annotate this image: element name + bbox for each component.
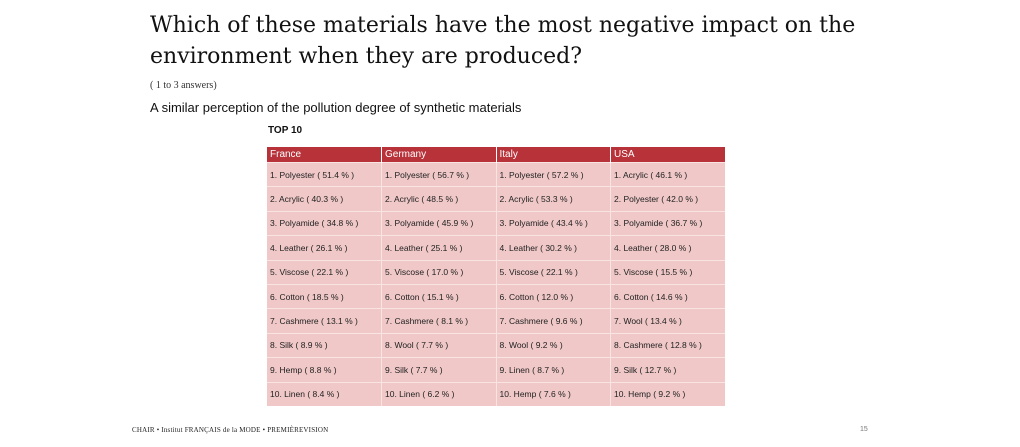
column-header-italy: Italy [495, 147, 611, 163]
table-cell: 5. Viscose ( 22.1 % ) [495, 259, 611, 285]
table-cell: 10. Linen ( 6.2 % ) [381, 381, 496, 406]
footer-credits: CHAIR • Institut FRANÇAIS de la MODE • P… [132, 426, 329, 434]
table-cell: 6. Cotton ( 15.1 % ) [381, 283, 496, 309]
slide-title: Which of these materials have the most n… [150, 13, 856, 69]
table-cell: 1. Polyester ( 56.7 % ) [381, 161, 496, 187]
table-cell: 1. Polyester ( 57.2 % ) [495, 161, 611, 187]
table-row: 3. Polyamide ( 34.8 % ) 3. Polyamide ( 45… [267, 210, 725, 236]
table-cell: 5. Viscose ( 17.0 % ) [381, 259, 496, 285]
column-header-france: France [267, 147, 382, 163]
table-cell: 4. Leather ( 30.2 % ) [495, 235, 611, 261]
page-number: 15 [860, 426, 868, 433]
table-row: 10. Linen ( 8.4 % ) 10. Linen ( 6.2 % ) 10… [267, 381, 725, 406]
table-cell: 2. Polyester ( 42.0 % ) [610, 186, 725, 212]
table-cell: 9. Silk ( 12.7 % ) [610, 357, 725, 383]
table-cell: 9. Linen ( 8.7 % ) [495, 357, 611, 383]
table-cell: 9. Hemp ( 8.8 % ) [267, 357, 382, 383]
table-row: 4. Leather ( 26.1 % ) 4. Leather ( 25.1 %… [267, 235, 725, 261]
table-cell: 6. Cotton ( 18.5 % ) [267, 283, 382, 309]
table-row: 1. Polyester ( 51.4 % ) 1. Polyester ( 56… [267, 161, 725, 187]
table-row: 8. Silk ( 8.9 % ) 8. Wool ( 7.7 % ) 8. Woo… [267, 332, 725, 358]
table-row: 7. Cashmere ( 13.1 % ) 7. Cashmere ( 8.1 … [267, 308, 725, 334]
table-cell: 7. Cashmere ( 13.1 % ) [267, 308, 382, 334]
table-cell: 8. Silk ( 8.9 % ) [267, 332, 382, 358]
table-cell: 4. Leather ( 25.1 % ) [381, 235, 496, 261]
answers-note: ( 1 to 3 answers) [150, 80, 217, 91]
table-cell: 2. Acrylic ( 48.5 % ) [381, 186, 496, 212]
table-cell: 7. Cashmere ( 8.1 % ) [381, 308, 496, 334]
table-cell: 4. Leather ( 28.0 % ) [610, 235, 725, 261]
table-cell: 8. Wool ( 7.7 % ) [381, 332, 496, 358]
table-body: 1. Polyester ( 51.4 % ) 1. Polyester ( 56… [267, 161, 725, 406]
table-cell: 2. Acrylic ( 40.3 % ) [267, 186, 382, 212]
table-cell: 8. Wool ( 9.2 % ) [495, 332, 611, 358]
table-cell: 3. Polyamide ( 34.8 % ) [267, 210, 382, 236]
table-cell: 1. Polyester ( 51.4 % ) [267, 161, 382, 187]
table-cell: 3. Polyamide ( 43.4 % ) [495, 210, 611, 236]
slide-subtitle: A similar perception of the pollution de… [150, 100, 522, 115]
table-cell: 4. Leather ( 26.1 % ) [267, 235, 382, 261]
table-row: 6. Cotton ( 18.5 % ) 6. Cotton ( 15.1 % )… [267, 283, 725, 309]
table-cell: 5. Viscose ( 22.1 % ) [267, 259, 382, 285]
table-cell: 6. Cotton ( 14.6 % ) [610, 283, 725, 309]
table-row: 5. Viscose ( 22.1 % ) 5. Viscose ( 17.0 %… [267, 259, 725, 285]
table-cell: 3. Polyamide ( 36.7 % ) [610, 210, 725, 236]
table-cell: 1. Acrylic ( 46.1 % ) [610, 161, 725, 187]
table-cell: 9. Silk ( 7.7 % ) [381, 357, 496, 383]
table-cell: 3. Polyamide ( 45.9 % ) [381, 210, 496, 236]
table-row: 2. Acrylic ( 40.3 % ) 2. Acrylic ( 48.5 %… [267, 186, 725, 212]
table-cell: 10. Hemp ( 9.2 % ) [610, 381, 725, 406]
table-row: 9. Hemp ( 8.8 % ) 9. Silk ( 7.7 % ) 9. Lin… [267, 357, 725, 383]
table-cell: 5. Viscose ( 15.5 % ) [610, 259, 725, 285]
column-header-germany: Germany [381, 147, 496, 163]
table-cell: 7. Cashmere ( 9.6 % ) [495, 308, 611, 334]
table-header-row: France Germany Italy USA [267, 147, 725, 163]
top-label: TOP 10 [268, 125, 303, 136]
column-header-usa: USA [610, 147, 725, 163]
ranking-table: France Germany Italy USA 1. Polyester ( … [267, 147, 725, 406]
table-cell: 8. Cashmere ( 12.8 % ) [610, 332, 725, 358]
table-cell: 6. Cotton ( 12.0 % ) [495, 283, 611, 309]
table-cell: 10. Linen ( 8.4 % ) [267, 381, 382, 406]
table-cell: 7. Wool ( 13.4 % ) [610, 308, 725, 334]
table-cell: 2. Acrylic ( 53.3 % ) [495, 186, 611, 212]
table-cell: 10. Hemp ( 7.6 % ) [495, 381, 611, 406]
